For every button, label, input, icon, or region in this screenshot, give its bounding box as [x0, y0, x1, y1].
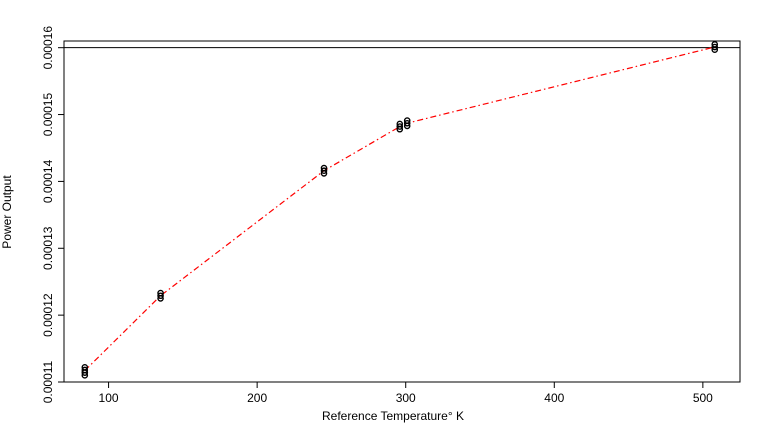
y-tick-label: 0.00012: [41, 293, 55, 337]
plot-box: [63, 40, 741, 383]
data-point: [320, 164, 328, 172]
data-point: [320, 167, 328, 175]
data-point: [403, 119, 411, 127]
data-point: [711, 41, 719, 48]
y-tick-label: 0.00013: [41, 226, 55, 270]
plot-area: 100 200 300 400 500 0.00011 0.00012 0.00013 0.00…: [41, 26, 741, 405]
data-point: [157, 292, 164, 300]
x-tick-label: 100: [99, 391, 119, 405]
data-point: [81, 363, 89, 371]
y-tick-label: 0.00016: [41, 26, 55, 70]
x-axis-label: Reference Temperature° K: [322, 409, 464, 423]
data-point: [396, 120, 404, 128]
data-point: [157, 289, 164, 297]
data-point: [711, 43, 719, 51]
x-tick-label: 400: [544, 391, 564, 405]
data-point: [81, 366, 89, 374]
y-tick-label: 0.00014: [41, 159, 55, 203]
data-point: [396, 123, 404, 130]
x-tick-label: 300: [396, 391, 416, 405]
x-tick-label: 500: [693, 391, 713, 405]
y-tick-label: 0.00011: [41, 360, 55, 403]
x-tick-label: 200: [247, 391, 267, 405]
y-axis-label: Power Output: [0, 175, 14, 249]
y-tick-label: 0.00015: [41, 93, 55, 137]
data-point: [403, 117, 411, 124]
fit-line: [84, 46, 715, 372]
